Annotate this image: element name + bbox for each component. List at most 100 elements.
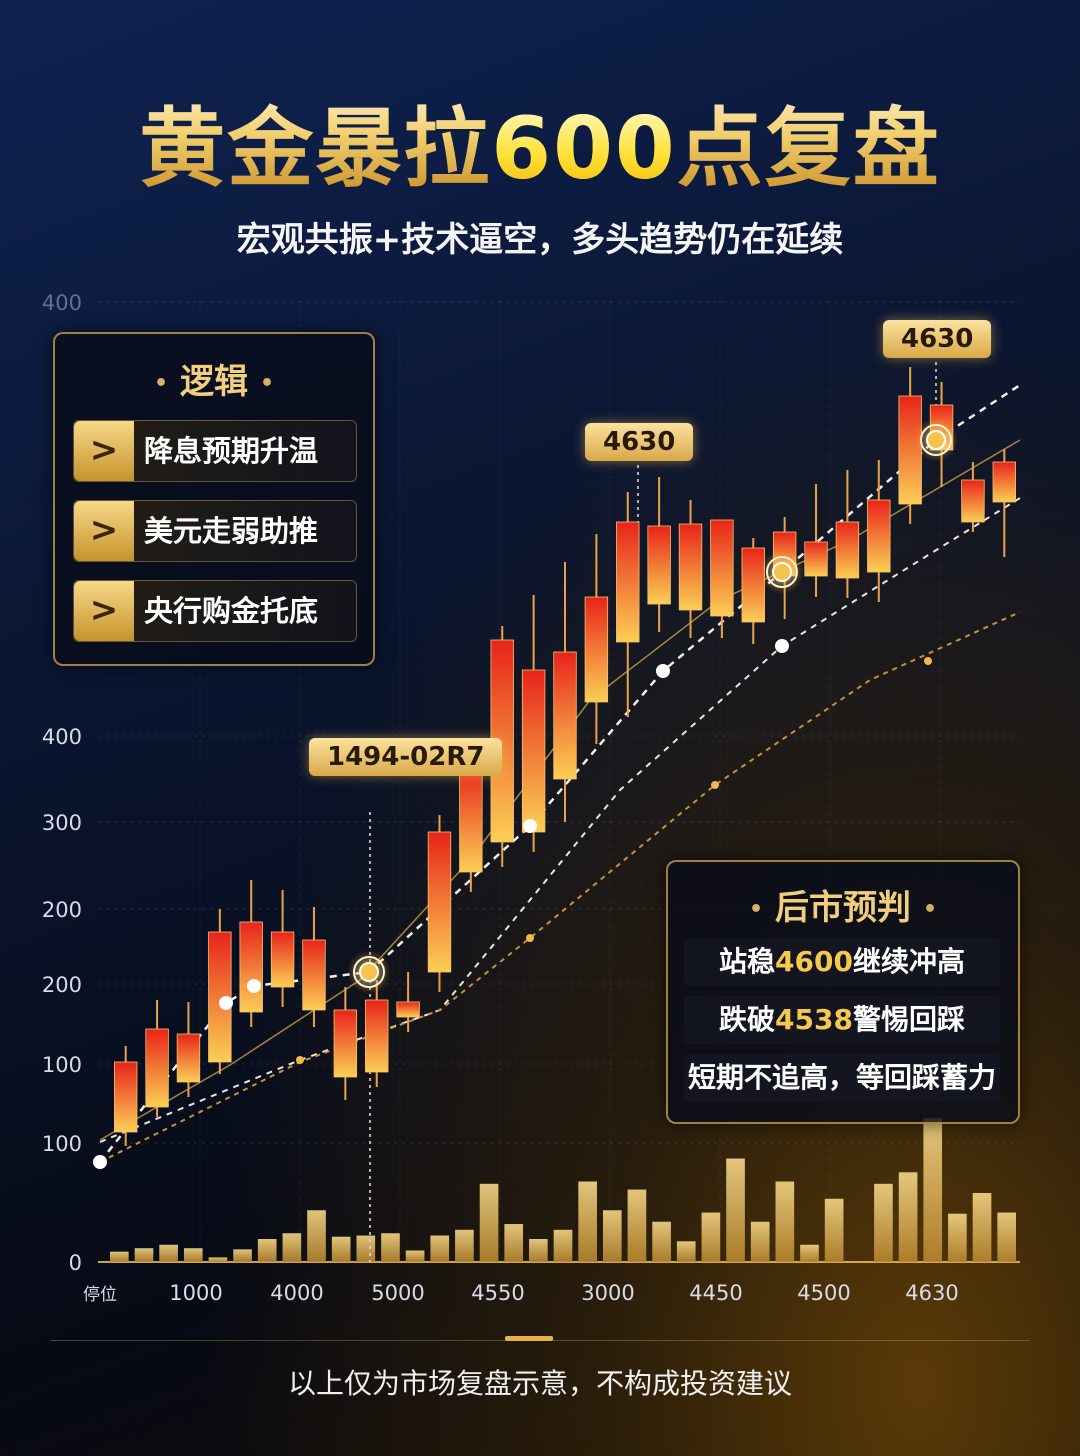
x-axis-ticks: 停位 1000 4000 5000 4550 3000 4450 4500 4630 (83, 1281, 959, 1305)
callout-label: 4630 (883, 320, 992, 358)
candle-body (208, 931, 232, 1063)
x-tick-label: 4630 (905, 1281, 958, 1305)
volume-bar (676, 1241, 696, 1262)
logic-item-rate-cut: > 降息预期升温 (73, 420, 357, 482)
x-tick-label: 4450 (689, 1281, 742, 1305)
volume-bar (381, 1233, 400, 1262)
x-tick-label: 5000 (371, 1281, 424, 1305)
candle-body (239, 921, 263, 1013)
trend-dot (296, 1056, 304, 1064)
volume-bar (159, 1244, 178, 1262)
trend-point (219, 996, 233, 1010)
forecast-item-break: 跌破4538警惕回踩 (684, 996, 1000, 1044)
volume-bar (775, 1181, 795, 1262)
x-tick-label: 4000 (270, 1281, 323, 1305)
volume-bar (800, 1244, 819, 1262)
volume-bar (701, 1212, 721, 1262)
volume-bar (183, 1248, 203, 1262)
x-tick-label: 4500 (797, 1281, 850, 1305)
trend-point (247, 979, 261, 993)
y-tick-label: 400 (42, 291, 82, 315)
highlight-point (359, 962, 379, 982)
page-subtitle: 宏观共振+技术逼空，多头趋势仍在延续 (236, 220, 844, 260)
chevron-right-icon: > (74, 581, 134, 641)
moving-average-line (99, 383, 1021, 1163)
forecast-number: 4600 (775, 945, 853, 978)
forecast-number: 4538 (775, 1003, 853, 1036)
highlight-ring (766, 556, 798, 588)
forecast-text: 继续冲高 (852, 945, 965, 978)
candle-body (365, 999, 389, 1073)
candle-body (835, 521, 860, 579)
volume-bar (110, 1251, 129, 1262)
forecast-panel: • 后市预判 • 站稳4600继续冲高 跌破4538警惕回踩 短期不追高，等回踩蓄力 (666, 860, 1020, 1124)
logic-item-label: 降息预期升温 (144, 434, 319, 468)
forecast-item-wait: 短期不追高，等回踩蓄力 (684, 1054, 1000, 1102)
trend-point (656, 664, 670, 678)
x-tick-label: 1000 (169, 1281, 222, 1305)
trend-point (523, 819, 537, 833)
volume-bar (553, 1229, 573, 1262)
highlight-ring (353, 956, 385, 988)
candle-body (741, 547, 765, 623)
logic-panel: • 逻辑 • > 降息预期升温 > 美元走弱助推 > 央行购金托底 (53, 332, 375, 666)
forecast-text: 站稳 (719, 945, 776, 978)
forecast-item-hold: 站稳4600继续冲高 (684, 938, 1000, 986)
candle-body (113, 1061, 138, 1133)
candle-body (145, 1028, 169, 1108)
trend-point (93, 1155, 107, 1169)
forecast-panel-title: • 后市预判 • (748, 888, 938, 928)
volume-bar (652, 1221, 671, 1262)
volume-bar (948, 1213, 967, 1262)
callout-label: 4630 (585, 423, 694, 461)
forecast-text: 跌破 (719, 1003, 776, 1036)
candle-body (333, 1009, 358, 1078)
candle-body (396, 1001, 420, 1018)
candle-body (584, 596, 609, 703)
volume-bar (898, 1172, 918, 1262)
page-title: 黄金暴拉600点复盘 (0, 78, 1080, 203)
forecast-title-text: 后市预判 (775, 888, 911, 928)
candle-body (553, 651, 577, 780)
candle-body (302, 939, 326, 1011)
y-tick-label: 200 (42, 973, 82, 997)
volume-bar (282, 1233, 302, 1262)
candle-body (459, 766, 483, 873)
highlight-point (772, 562, 792, 582)
volume-bar (257, 1239, 277, 1262)
logic-item-central-bank: > 央行购金托底 (73, 580, 357, 642)
trend-dot (711, 781, 719, 789)
candle-body (616, 521, 640, 643)
callout-label: 1494-02R7 (309, 738, 503, 776)
volume-bar (874, 1183, 893, 1262)
trend-dot (526, 934, 534, 942)
highlight-point (926, 430, 946, 450)
x-tick-label: 3000 (581, 1281, 634, 1305)
volume-bar (750, 1221, 770, 1262)
candle-body (710, 519, 734, 617)
volume-bar (455, 1229, 474, 1262)
trend-markers (93, 418, 958, 1169)
y-tick-label: 0 (69, 1251, 82, 1275)
x-tick-label: 停位 (83, 1285, 117, 1305)
y-tick-label: 200 (42, 898, 82, 922)
volume-bar (331, 1236, 351, 1262)
candle-body (270, 931, 295, 988)
trend-point (775, 639, 789, 653)
volume-bar (134, 1248, 154, 1262)
candle-body (804, 541, 828, 577)
volume-bar (578, 1181, 597, 1262)
volume-bar (824, 1198, 844, 1262)
volume-bar (726, 1158, 745, 1262)
volume-bar (307, 1210, 326, 1262)
forecast-text: 短期不追高，等回踩蓄力 (687, 1061, 996, 1094)
candles (113, 367, 1017, 1146)
trend-dot (924, 657, 932, 665)
chevron-right-icon: > (74, 501, 134, 561)
highlight-ring (920, 424, 952, 456)
volume-bar (504, 1224, 524, 1262)
x-tick-label: 4550 (471, 1281, 524, 1305)
candle-body (992, 461, 1017, 503)
y-axis-ticks: 400 400 300 200 200 100 100 0 (42, 291, 82, 1275)
footer-accent (505, 1336, 553, 1341)
